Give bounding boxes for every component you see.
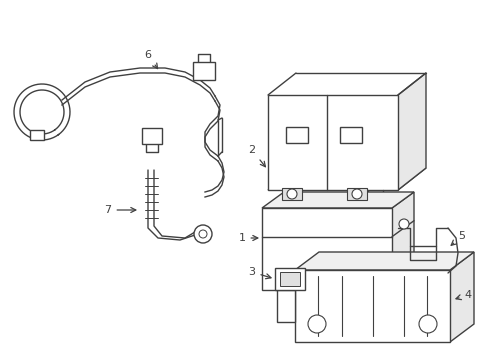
Text: 7: 7 — [104, 205, 136, 215]
Polygon shape — [294, 270, 449, 342]
Text: 6: 6 — [144, 50, 157, 69]
Polygon shape — [267, 95, 397, 190]
Polygon shape — [262, 208, 391, 290]
Bar — [30, 130, 44, 140]
Circle shape — [286, 189, 296, 199]
Circle shape — [307, 315, 325, 333]
Bar — [339, 127, 361, 143]
Text: 5: 5 — [450, 231, 465, 245]
Polygon shape — [397, 73, 425, 190]
Bar — [193, 62, 215, 80]
Circle shape — [194, 225, 212, 243]
Circle shape — [351, 189, 361, 199]
Text: 2: 2 — [248, 145, 265, 167]
Bar — [142, 128, 162, 144]
Bar — [282, 188, 302, 200]
Circle shape — [418, 315, 436, 333]
Text: 3: 3 — [248, 267, 270, 279]
Polygon shape — [262, 192, 413, 208]
Bar — [285, 127, 307, 143]
Polygon shape — [267, 168, 425, 190]
Polygon shape — [294, 252, 473, 270]
Bar — [346, 188, 366, 200]
Polygon shape — [449, 252, 473, 342]
Bar — [274, 268, 305, 290]
Text: 4: 4 — [455, 290, 470, 300]
Circle shape — [398, 219, 408, 229]
Bar — [280, 272, 299, 286]
Polygon shape — [276, 290, 294, 322]
Text: 1: 1 — [238, 233, 257, 243]
Circle shape — [199, 230, 206, 238]
Polygon shape — [391, 192, 413, 290]
